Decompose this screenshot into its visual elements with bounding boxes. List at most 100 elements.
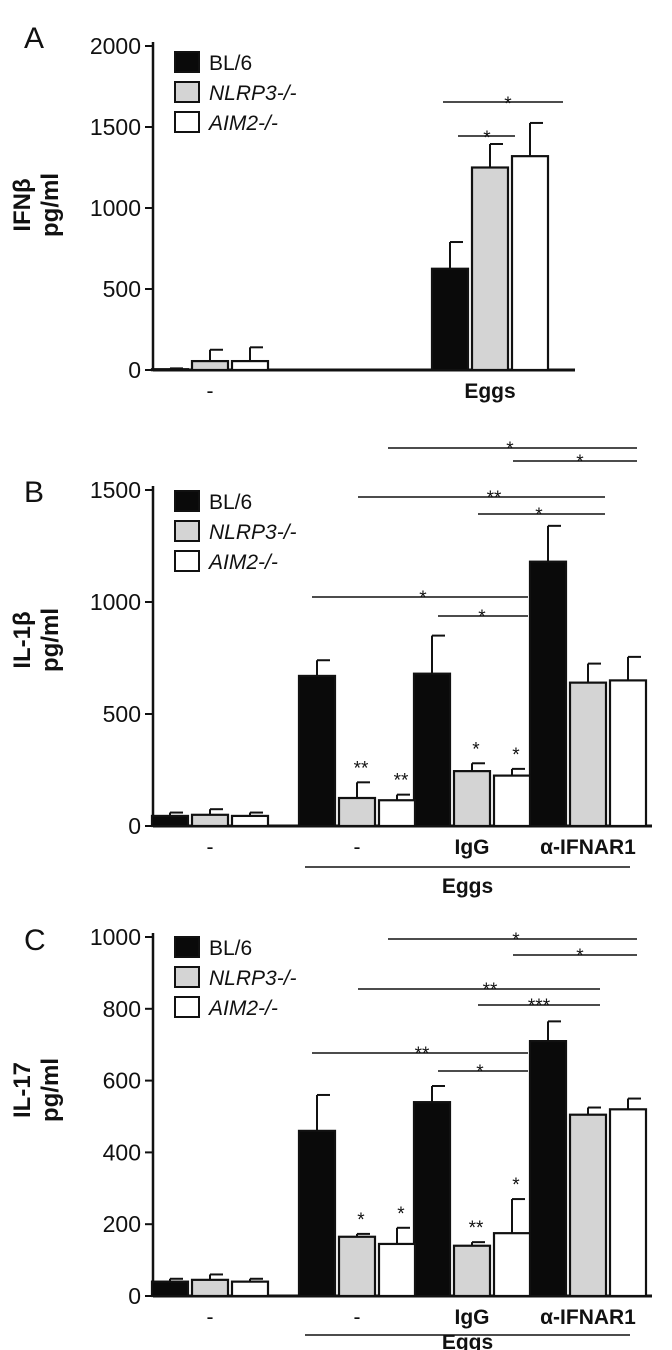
bar-nlrp3--3 <box>568 681 608 828</box>
y-axis-label-line2: pg/ml <box>37 1058 64 1122</box>
y-tick-label: 0 <box>128 1283 141 1309</box>
bar-bl-6-2 <box>412 1101 452 1298</box>
legend-label: NLRP3-/- <box>209 82 297 105</box>
legend-label: AIM2-/- <box>207 551 278 574</box>
bar-nlrp3--0 <box>190 1278 230 1298</box>
bar-bl-6-1 <box>430 267 470 372</box>
legend-swatch <box>174 81 200 103</box>
bar-significance-star: * <box>357 1210 365 1231</box>
bar-nlrp3--0 <box>190 813 230 828</box>
comparison-star: ** <box>483 980 498 1001</box>
x-group-label: α-IFNAR1 <box>540 1306 636 1329</box>
panel-letter: A <box>24 22 44 55</box>
bar-bl-6-1 <box>297 674 337 828</box>
bar-aim2--0 <box>230 359 270 372</box>
bar-bl-6-2 <box>412 672 452 828</box>
bar-bl-6-3 <box>528 560 568 828</box>
comparison-star: * <box>512 930 520 951</box>
y-axis-label: IFNβ pg/ml <box>9 173 64 237</box>
y-tick-label: 1000 <box>90 589 141 615</box>
y-tick-label: 500 <box>103 701 141 727</box>
x-group-label: - <box>354 836 361 859</box>
bar-aim2--2 <box>492 774 532 828</box>
comparison-star: * <box>576 452 584 473</box>
bar-aim2--1 <box>377 799 417 828</box>
x-group-label: IgG <box>455 836 490 859</box>
y-axis-label-line1: IL-17 <box>9 1062 36 1118</box>
legend-label: AIM2-/- <box>207 997 278 1020</box>
y-tick-label: 600 <box>103 1068 141 1094</box>
bar-significance-star: * <box>472 739 480 760</box>
y-tick-label: 400 <box>103 1139 141 1165</box>
y-tick-label: 1500 <box>90 477 141 503</box>
legend-swatch <box>174 996 200 1018</box>
bar-nlrp3--1 <box>337 1235 377 1298</box>
y-tick-label: 1500 <box>90 114 141 140</box>
bar-aim2--1 <box>377 1242 417 1298</box>
y-tick-label: 1000 <box>90 195 141 221</box>
x-group-label: - <box>207 1306 214 1329</box>
x-group-label: α-IFNAR1 <box>540 836 636 859</box>
y-axis-label-line2: pg/ml <box>37 608 64 672</box>
comparison-star: ** <box>415 1044 430 1065</box>
bar-nlrp3--1 <box>337 796 377 828</box>
legend-swatch <box>174 520 200 542</box>
x-group-label: - <box>354 1306 361 1329</box>
bar-significance-star: ** <box>354 758 369 779</box>
legend-label: BL/6 <box>209 491 252 514</box>
bar-bl-6-0 <box>150 814 190 828</box>
bar-nlrp3--2 <box>452 1244 492 1298</box>
y-tick-label: 2000 <box>90 33 141 59</box>
bar-significance-star: ** <box>469 1218 484 1239</box>
x-group-label: - <box>207 836 214 859</box>
comparison-star: ** <box>487 488 502 509</box>
eggs-label: Eggs <box>442 1331 493 1350</box>
bar-aim2--3 <box>608 1108 648 1298</box>
bar-aim2--3 <box>608 679 648 828</box>
legend-label: AIM2-/- <box>207 112 278 135</box>
y-axis-label-line1: IL-1β <box>9 611 36 668</box>
comparison-star: * <box>483 128 491 149</box>
legend-swatch <box>174 936 200 958</box>
bar-nlrp3--2 <box>452 770 492 828</box>
eggs-label: Eggs <box>442 875 493 898</box>
bar-aim2--2 <box>492 1232 532 1298</box>
bar-nlrp3--3 <box>568 1113 608 1298</box>
legend-swatch <box>174 490 200 512</box>
y-axis-label-line2: pg/ml <box>37 173 64 237</box>
bar-significance-star: ** <box>394 771 409 792</box>
bar-nlrp3--0 <box>190 359 230 372</box>
x-group-label: IgG <box>455 1306 490 1329</box>
comparison-star: * <box>535 505 543 526</box>
legend-swatch <box>174 51 200 73</box>
y-axis-label: IL-1β pg/ml <box>9 608 64 672</box>
bar-bl-6-0 <box>150 1280 190 1298</box>
comparison-star: * <box>576 946 584 967</box>
bar-aim2--1 <box>510 155 550 372</box>
legend-label: NLRP3-/- <box>209 521 297 544</box>
bar-nlrp3--1 <box>470 166 510 372</box>
y-tick-label: 0 <box>128 813 141 839</box>
bar-significance-star: * <box>397 1204 405 1225</box>
bar-aim2--0 <box>230 814 270 828</box>
comparison-star: * <box>478 607 486 628</box>
y-axis-label: IL-17 pg/ml <box>9 1058 64 1122</box>
legend-swatch <box>174 111 200 133</box>
y-tick-label: 0 <box>128 357 141 383</box>
x-group-label: Eggs <box>464 380 515 403</box>
comparison-star: * <box>504 94 512 115</box>
bar-aim2--0 <box>230 1280 270 1298</box>
y-axis-label-line1: IFNβ <box>9 178 36 231</box>
y-tick-label: 1000 <box>90 924 141 950</box>
bar-bl-6-1 <box>297 1129 337 1298</box>
panel-A: A IFNβ pg/ml 0 500 1000 1500 2000 * * - Eggs BL/6 NLR… <box>9 22 575 403</box>
legend-label: NLRP3-/- <box>209 967 297 990</box>
legend-swatch <box>174 966 200 988</box>
bar-significance-star: * <box>512 1175 520 1196</box>
x-group-label: - <box>207 380 214 403</box>
panel-letter: C <box>24 924 46 957</box>
legend-swatch <box>174 550 200 572</box>
